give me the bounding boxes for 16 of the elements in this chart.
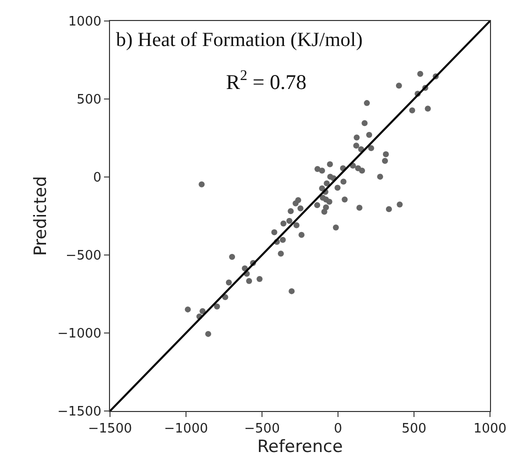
x-tick-label: −1000 xyxy=(164,422,208,437)
chart-title: b) Heat of Formation (KJ/mol) xyxy=(116,29,363,51)
y-tick-label: 500 xyxy=(76,92,102,108)
y-tick-label: −500 xyxy=(66,248,102,264)
annotation: R$^{2}$ = 0.78 xyxy=(226,68,306,94)
y-tick-label: −1500 xyxy=(57,404,102,420)
x-tick-label: 500 xyxy=(402,422,426,437)
y-tick-label: 0 xyxy=(93,170,102,186)
x-tick-label: 1000 xyxy=(473,422,507,437)
y-tick-label: 1000 xyxy=(68,14,102,30)
x-tick-label: −1500 xyxy=(88,422,132,437)
x-tick-label: −500 xyxy=(244,422,280,437)
x-axis-title: Reference xyxy=(257,437,343,457)
x-tick-label: 0 xyxy=(334,422,342,437)
y-axis-title: Predicted xyxy=(30,176,51,256)
y-tick-label: −1000 xyxy=(57,326,102,342)
